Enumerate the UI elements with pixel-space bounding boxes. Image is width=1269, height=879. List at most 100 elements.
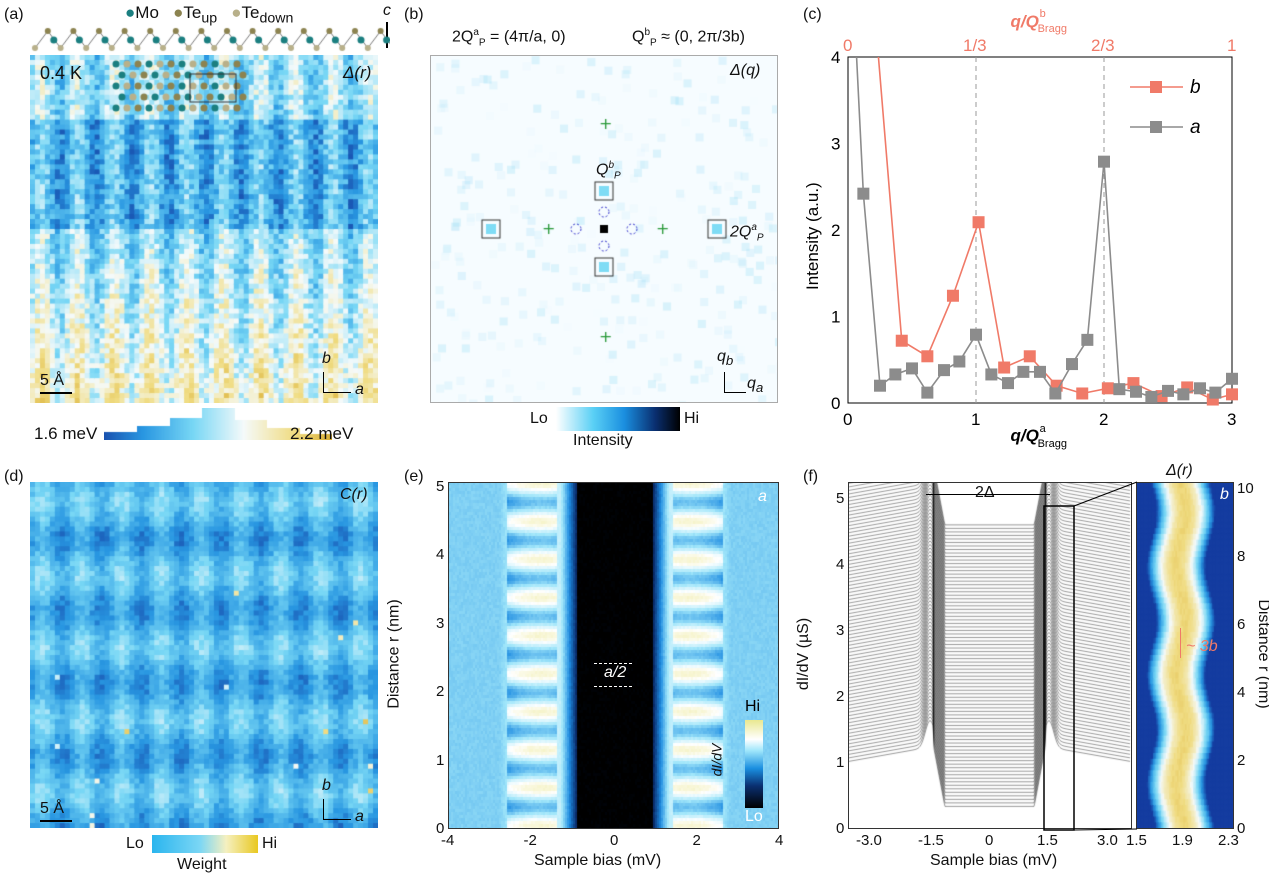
- waterfall-frame: [848, 482, 1132, 829]
- data-point-a: [1002, 377, 1014, 390]
- data-point-a: [1113, 383, 1126, 396]
- data-point-a: [1034, 365, 1046, 378]
- axis-a-label: a: [355, 808, 364, 825]
- data-point-b: [1050, 379, 1063, 392]
- top-x-axis-sub: Bragg: [1038, 23, 1067, 35]
- x-tick-label: -1.5: [918, 832, 944, 849]
- data-point-a: [1049, 387, 1062, 400]
- fft-map-frame: [430, 55, 778, 403]
- fft-title: Δ(q): [730, 62, 761, 79]
- side-y-axis-label: Distance r (nm): [1255, 599, 1269, 709]
- data-point-a: [1130, 385, 1142, 398]
- qa-axis-label: qa: [747, 375, 763, 395]
- gap-colorbar: [104, 408, 332, 440]
- x-axis-sub: Bragg: [1038, 438, 1067, 450]
- data-point-b: [1076, 387, 1089, 400]
- dashed-marker: [594, 663, 632, 664]
- panel-d-label: (d): [4, 468, 24, 485]
- data-point-a: [938, 364, 950, 377]
- panel-b-label: (b): [404, 6, 424, 23]
- y-tick-label: 5: [836, 490, 845, 507]
- x-tick-label: -4: [441, 832, 455, 849]
- eq-sub: P: [478, 37, 486, 49]
- period-arrow-icon: [1180, 628, 1181, 658]
- side-y-tick-label: 2: [1237, 752, 1246, 769]
- side-y-tick-label: 10: [1237, 480, 1254, 497]
- axis-b-label: b: [322, 350, 331, 367]
- data-point-a: [1194, 382, 1206, 395]
- x-tick-label: 3: [1227, 410, 1236, 429]
- scale-bar: [40, 820, 72, 822]
- axis-arrow-icon: [724, 372, 725, 392]
- eq-sup: b: [644, 27, 651, 38]
- series-line-b: [877, 57, 1232, 401]
- legend-label-a: a: [1190, 117, 1201, 138]
- cbar-hi: Hi: [262, 835, 278, 852]
- dIdV-colorbar: [745, 720, 763, 808]
- side-x-tick-label: 1.9: [1172, 832, 1193, 849]
- half-lattice-annotation: a/2: [604, 664, 627, 681]
- cbar-hi: Hi: [745, 698, 761, 715]
- data-point-a: [906, 362, 918, 375]
- data-point-a: [985, 368, 998, 381]
- legend-te-down: Te: [241, 3, 260, 22]
- side-title: Δ(r): [1166, 462, 1193, 479]
- data-point-a: [921, 386, 934, 399]
- y-tick-label: 3: [436, 614, 445, 632]
- cbar-lo: Lo: [126, 835, 144, 852]
- dashed-marker: [594, 686, 632, 687]
- scale-bar: [40, 392, 72, 394]
- cbar-lo: Lo: [530, 410, 548, 427]
- y-tick-label: 5: [436, 477, 445, 495]
- data-point-b: [1206, 393, 1219, 406]
- y-tick-label: 4: [836, 556, 845, 573]
- data-point-a: [857, 187, 870, 200]
- x-axis-sup: a: [1040, 423, 1047, 435]
- data-point-a: [1098, 155, 1110, 168]
- weight-colorbar: [152, 835, 258, 853]
- qa-text: q: [747, 375, 756, 392]
- axis-a-label: a: [355, 381, 364, 398]
- data-point-a: [1177, 388, 1190, 401]
- side-y-tick-label: 0: [1237, 820, 1246, 837]
- axis-arrow-icon: [323, 392, 351, 393]
- top-x-tick-label: 2/3: [1091, 36, 1115, 55]
- data-point-a: [1066, 358, 1078, 371]
- x-tick-label: 0: [985, 832, 994, 849]
- panel-f-label: (f): [803, 468, 819, 485]
- x-tick-label: 4: [775, 832, 784, 849]
- cbar-max: 2.2 meV: [290, 424, 354, 443]
- y-tick-label: 0: [836, 820, 845, 837]
- weight-map: [30, 482, 378, 828]
- plot-frame: [847, 56, 1233, 404]
- axis-b-label: b: [322, 777, 331, 794]
- data-point-b: [946, 289, 959, 302]
- legend-mo: Mo: [135, 3, 159, 22]
- side-y-tick-label: 4: [1237, 684, 1246, 701]
- side-frame: [1136, 482, 1234, 829]
- data-point-b: [1155, 390, 1168, 403]
- panel-c-label: (c): [803, 6, 822, 23]
- linecut-frame: [448, 482, 779, 829]
- y-tick-label: 4: [436, 546, 445, 563]
- y-tick-label: 3: [831, 135, 840, 154]
- data-point-a: [953, 355, 966, 368]
- spectra-waterfall: [848, 482, 1131, 828]
- eq-sub: P: [650, 37, 657, 49]
- series-line-a: [855, 57, 1232, 398]
- gap-annotation: 2Δ: [975, 484, 995, 501]
- x-tick-label: 0: [843, 410, 852, 429]
- top-x-tick-label: 1/3: [963, 36, 987, 55]
- data-point-a: [1081, 333, 1094, 346]
- legend-te-up: Te: [183, 3, 202, 22]
- side-y-tick-label: 6: [1237, 616, 1246, 633]
- y-tick-label: 2: [831, 221, 840, 240]
- gap-linecut-map: [1137, 482, 1233, 828]
- data-point-a: [1145, 390, 1158, 403]
- x-tick-label: 1: [971, 410, 980, 429]
- eq-sup: a: [473, 27, 479, 38]
- equation-2qpa: 2QaP = (4π/a, 0): [452, 27, 566, 49]
- side-x-tick-label: 1.5: [1126, 832, 1147, 849]
- fft-map: [431, 56, 777, 402]
- panel-e-label: (e): [404, 468, 424, 485]
